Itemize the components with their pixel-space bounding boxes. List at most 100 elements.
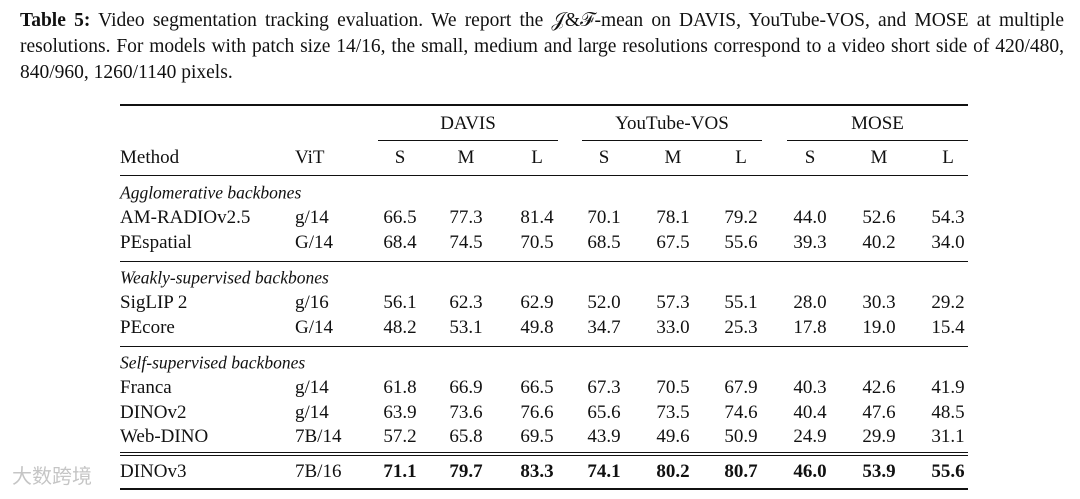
score: 49.8 bbox=[520, 316, 554, 338]
score: 80.7 bbox=[724, 461, 758, 482]
score: 48.2 bbox=[383, 316, 417, 338]
score: 17.8 bbox=[793, 316, 827, 338]
score: 62.9 bbox=[520, 292, 554, 313]
vit: 7B/14 bbox=[295, 426, 342, 447]
score: 53.1 bbox=[449, 316, 483, 338]
score: 41.9 bbox=[931, 377, 965, 398]
column-header: M bbox=[664, 147, 682, 168]
score: 61.8 bbox=[383, 377, 417, 398]
method: Web-DINO bbox=[120, 426, 209, 447]
score: 70.5 bbox=[656, 377, 690, 398]
rule bbox=[120, 261, 968, 262]
rule bbox=[120, 488, 968, 490]
score: 66.5 bbox=[383, 207, 417, 228]
caption: Table 5: Video segmentation tracking eva… bbox=[20, 8, 1064, 86]
score: 31.1 bbox=[931, 426, 965, 447]
score: 74.5 bbox=[449, 231, 483, 253]
score: 55.1 bbox=[724, 292, 758, 313]
column-header: S bbox=[804, 147, 816, 168]
score: 48.5 bbox=[931, 401, 965, 423]
score: 47.6 bbox=[862, 401, 896, 423]
score: 44.0 bbox=[793, 207, 827, 228]
score: 62.3 bbox=[449, 292, 483, 313]
score: 33.0 bbox=[656, 316, 690, 338]
rule bbox=[378, 140, 558, 141]
rule bbox=[120, 175, 968, 176]
score: 83.3 bbox=[520, 461, 554, 482]
score: 76.6 bbox=[520, 401, 554, 423]
score: 56.1 bbox=[383, 292, 417, 313]
score: 74.1 bbox=[587, 461, 621, 482]
score: 29.2 bbox=[931, 292, 965, 313]
score: 24.9 bbox=[793, 426, 827, 447]
section-title: Agglomerative backbones bbox=[120, 182, 302, 203]
score: 67.3 bbox=[587, 377, 621, 398]
caption-text: Video segmentation tracking evaluation. … bbox=[20, 10, 1064, 83]
method: PEspatial bbox=[120, 231, 192, 253]
score: 71.1 bbox=[383, 461, 417, 482]
score: 49.6 bbox=[656, 426, 690, 447]
score: 52.6 bbox=[862, 207, 896, 228]
score: 52.0 bbox=[587, 292, 621, 313]
method: AM-RADIOv2.5 bbox=[120, 207, 251, 228]
score: 43.9 bbox=[587, 426, 621, 447]
score: 30.3 bbox=[862, 292, 896, 313]
score: 73.5 bbox=[656, 401, 690, 423]
score: 25.3 bbox=[724, 316, 758, 338]
group-header: DAVIS bbox=[440, 113, 496, 134]
score: 67.9 bbox=[724, 377, 758, 398]
column-header: L bbox=[942, 147, 954, 168]
score: 70.5 bbox=[520, 231, 554, 253]
vit: g/16 bbox=[295, 292, 329, 313]
column-header: ViT bbox=[295, 147, 325, 168]
score: 15.4 bbox=[931, 316, 965, 338]
score: 55.6 bbox=[724, 231, 758, 253]
section-title: Self-supervised backbones bbox=[120, 352, 306, 373]
column-header: S bbox=[394, 147, 406, 168]
score: 40.3 bbox=[793, 377, 827, 398]
rule bbox=[120, 104, 968, 106]
score: 19.0 bbox=[862, 316, 896, 338]
score: 80.2 bbox=[656, 461, 690, 482]
score: 68.5 bbox=[587, 231, 621, 253]
score: 78.1 bbox=[656, 207, 690, 228]
score: 66.5 bbox=[520, 377, 554, 398]
score: 40.4 bbox=[793, 401, 827, 423]
score: 34.7 bbox=[587, 316, 621, 338]
score: 73.6 bbox=[449, 401, 483, 423]
method: DINOv3 bbox=[120, 461, 187, 482]
rule bbox=[582, 140, 762, 141]
method: Franca bbox=[120, 377, 172, 398]
column-header: M bbox=[457, 147, 475, 168]
rule bbox=[120, 452, 968, 453]
rule bbox=[120, 346, 968, 347]
caption-label: Table 5: bbox=[20, 10, 91, 31]
vit: 7B/16 bbox=[295, 461, 342, 482]
vit: g/14 bbox=[295, 207, 329, 228]
column-header: S bbox=[598, 147, 610, 168]
score: 63.9 bbox=[383, 401, 417, 423]
score: 81.4 bbox=[520, 207, 554, 228]
score: 50.9 bbox=[724, 426, 758, 447]
method: PEcore bbox=[120, 316, 175, 338]
column-header: L bbox=[735, 147, 747, 168]
score: 29.9 bbox=[862, 426, 896, 447]
vit: G/14 bbox=[295, 316, 333, 338]
score: 67.5 bbox=[656, 231, 690, 253]
vit: G/14 bbox=[295, 231, 333, 253]
score: 34.0 bbox=[931, 231, 965, 253]
score: 55.6 bbox=[931, 461, 965, 482]
group-header: YouTube-VOS bbox=[615, 113, 729, 134]
score: 54.3 bbox=[931, 207, 965, 228]
rule bbox=[120, 455, 968, 456]
score: 28.0 bbox=[793, 292, 827, 313]
score: 46.0 bbox=[793, 461, 827, 482]
score: 42.6 bbox=[862, 377, 896, 398]
score: 68.4 bbox=[383, 231, 417, 253]
vit: g/14 bbox=[295, 377, 329, 398]
score: 57.3 bbox=[656, 292, 690, 313]
score: 40.2 bbox=[862, 231, 896, 253]
group-header: MOSE bbox=[851, 113, 904, 134]
score: 70.1 bbox=[587, 207, 621, 228]
